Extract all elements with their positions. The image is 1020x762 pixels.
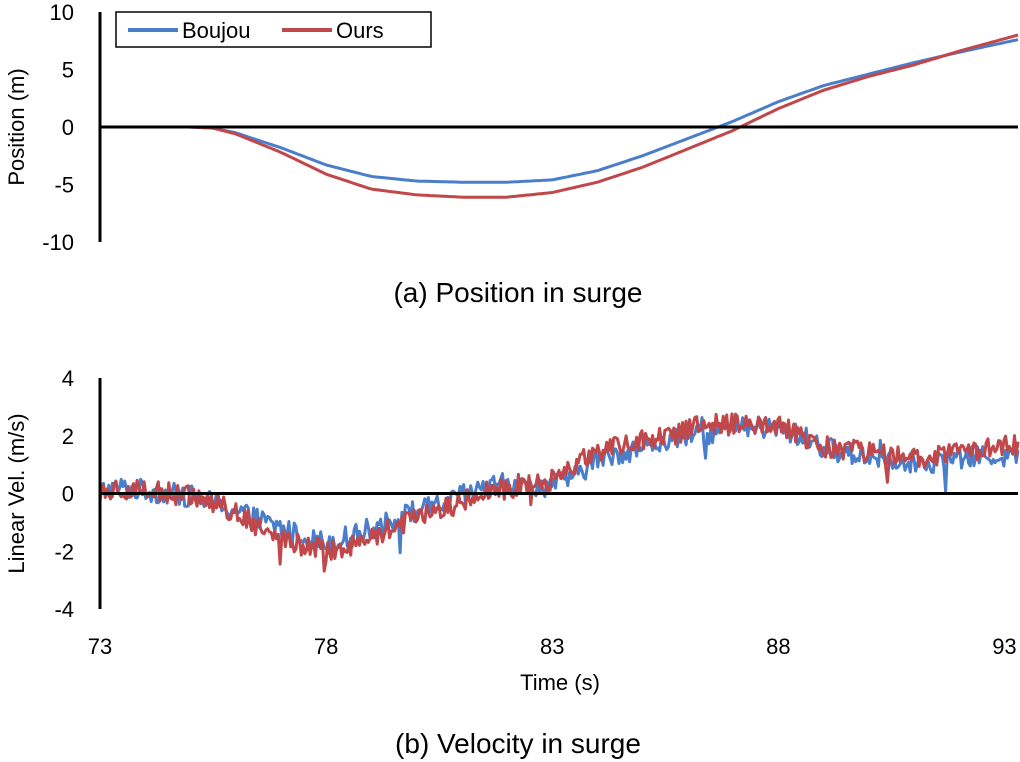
y-tick-label: 10 — [50, 0, 74, 25]
legend-label-boujou: Boujou — [182, 18, 251, 43]
x-tick-label: 73 — [88, 634, 112, 659]
x-tick-label: 83 — [540, 634, 564, 659]
x-tick-label: 93 — [992, 634, 1016, 659]
x-axis-label: Time (s) — [520, 670, 600, 695]
x-tick-label: 88 — [766, 634, 790, 659]
y-tick-label: 0 — [62, 482, 74, 507]
y-axis-label: Position (m) — [4, 68, 29, 185]
series-line-ours — [100, 33, 1019, 199]
series-line-boujou — [100, 38, 1019, 184]
series-line-boujou — [99, 415, 1020, 555]
series-line-ours — [98, 412, 1020, 573]
y-tick-label: 4 — [62, 366, 74, 391]
y-tick-label: -5 — [54, 173, 74, 198]
position-chart: 10 5 0 -5 -10 Position (m) (a) Position in sur… — [4, 0, 1019, 308]
legend-label-ours: Ours — [336, 18, 384, 43]
chart-caption: (b) Velocity in surge — [395, 728, 641, 759]
y-tick-label: -2 — [54, 539, 74, 564]
x-tick-label: 78 — [314, 634, 338, 659]
chart-caption: (a) Position in surge — [393, 277, 642, 308]
y-tick-label: -10 — [42, 230, 74, 255]
y-tick-label: 2 — [62, 424, 74, 449]
legend: Boujou Ours — [115, 11, 432, 48]
y-tick-label: 5 — [62, 58, 74, 83]
y-tick-label: 0 — [62, 115, 74, 140]
y-axis-label: Linear Vel. (m/s) — [4, 413, 29, 573]
velocity-chart: 4 2 0 -2 -4 73 78 83 88 93 Linear Vel. (m/s) Time (… — [4, 366, 1020, 759]
y-tick-label: -4 — [54, 597, 74, 622]
